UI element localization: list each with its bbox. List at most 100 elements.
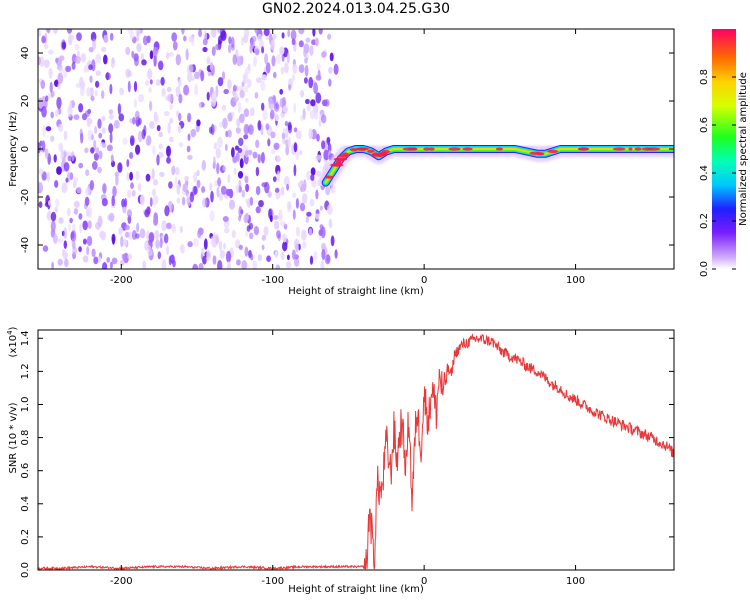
noise-blob: [164, 110, 170, 117]
noise-blob: [257, 153, 262, 164]
noise-blob: [156, 154, 160, 166]
noise-blob: [117, 103, 122, 115]
noise-blob: [89, 75, 93, 83]
y-tick-label: 0.8: [20, 430, 31, 446]
noise-blob: [110, 57, 115, 69]
noise-blob: [87, 118, 93, 125]
noise-blob: [149, 197, 153, 207]
noise-blob: [181, 196, 186, 206]
noise-blob: [58, 67, 64, 74]
noise-blob: [214, 180, 218, 187]
noise-blob: [253, 56, 257, 67]
noise-blob: [290, 29, 297, 41]
noise-blob: [210, 190, 214, 203]
noise-blob: [222, 216, 229, 222]
noise-blob: [166, 222, 172, 230]
noise-blob: [57, 258, 63, 266]
noise-blob: [109, 261, 113, 269]
noise-blob: [209, 210, 215, 222]
noise-blob: [284, 139, 290, 146]
noise-blob: [280, 186, 285, 196]
noise-blob: [238, 137, 244, 147]
noise-blob: [315, 189, 319, 200]
noise-blob: [84, 110, 90, 117]
x-tick-label: 100: [566, 576, 585, 587]
noise-blob: [328, 78, 332, 87]
noise-blob: [161, 259, 167, 269]
noise-blob: [187, 241, 193, 248]
noise-blob: [224, 143, 228, 151]
noise-blob: [309, 255, 314, 265]
noise-blob: [137, 182, 142, 192]
noise-blob: [122, 137, 128, 145]
noise-blob: [187, 133, 191, 141]
x-tick-label: -100: [261, 576, 284, 587]
noise-blob: [327, 204, 333, 216]
noise-blob: [144, 240, 149, 251]
noise-blob: [249, 107, 255, 117]
noise-blob: [227, 112, 233, 122]
noise-blob: [206, 249, 212, 261]
noise-blob: [261, 46, 265, 54]
noise-blob: [267, 191, 272, 198]
noise-blob: [63, 162, 70, 172]
noise-blob: [124, 231, 130, 238]
noise-blob: [110, 154, 114, 163]
noise-blob: [52, 233, 58, 244]
noise-blob: [222, 117, 228, 129]
noise-blob: [276, 155, 281, 163]
noise-blob: [84, 196, 90, 207]
noise-blob: [38, 142, 41, 154]
noise-blob: [67, 223, 71, 232]
spectrogram-x-axis-label: Height of straight line (km): [288, 286, 424, 297]
noise-blob: [223, 242, 226, 250]
noise-blob: [203, 238, 208, 250]
noise-blob: [274, 250, 279, 258]
noise-blob: [265, 62, 271, 74]
noise-blob: [72, 240, 76, 250]
y-tick-label: 40: [20, 47, 31, 60]
noise-blob: [134, 98, 137, 109]
noise-blob: [329, 52, 334, 62]
noise-blob: [308, 76, 314, 89]
noise-blob: [186, 145, 191, 153]
noise-blob: [158, 131, 164, 138]
noise-blob: [184, 175, 190, 182]
noise-blob: [213, 142, 218, 150]
noise-blob: [194, 83, 199, 96]
noise-blob: [210, 123, 215, 136]
y-tick-label: 1.0: [20, 397, 31, 413]
noise-blob: [313, 251, 318, 262]
noise-blob: [248, 124, 254, 135]
noise-blob: [78, 246, 82, 253]
track-hotspot: [628, 147, 633, 151]
noise-blob: [308, 228, 313, 236]
noise-blob: [318, 119, 322, 127]
noise-blob: [209, 61, 214, 72]
noise-blob: [80, 53, 87, 63]
noise-blob: [40, 80, 46, 89]
colorbar-label: Normalized spectral amplitude: [738, 72, 749, 226]
noise-blob: [293, 258, 300, 267]
noise-blob: [298, 64, 305, 74]
noise-blob: [198, 101, 202, 109]
noise-blob: [97, 166, 102, 174]
noise-blob: [166, 51, 170, 60]
noise-blob: [174, 176, 178, 188]
noise-blob: [222, 165, 226, 172]
noise-blob: [101, 115, 106, 122]
noise-blob: [119, 259, 125, 266]
noise-blob: [63, 130, 68, 141]
noise-blob: [300, 183, 306, 193]
noise-blob: [91, 248, 96, 258]
noise-blob: [137, 117, 142, 126]
noise-blob: [226, 250, 232, 263]
noise-blob: [168, 51, 174, 57]
noise-blob: [300, 115, 304, 121]
noise-blob: [248, 222, 254, 230]
noise-blob: [135, 170, 140, 181]
noise-blob: [56, 96, 62, 109]
noise-blob: [286, 183, 289, 191]
snr-x-axis-label: Height of straight line (km): [288, 584, 424, 595]
